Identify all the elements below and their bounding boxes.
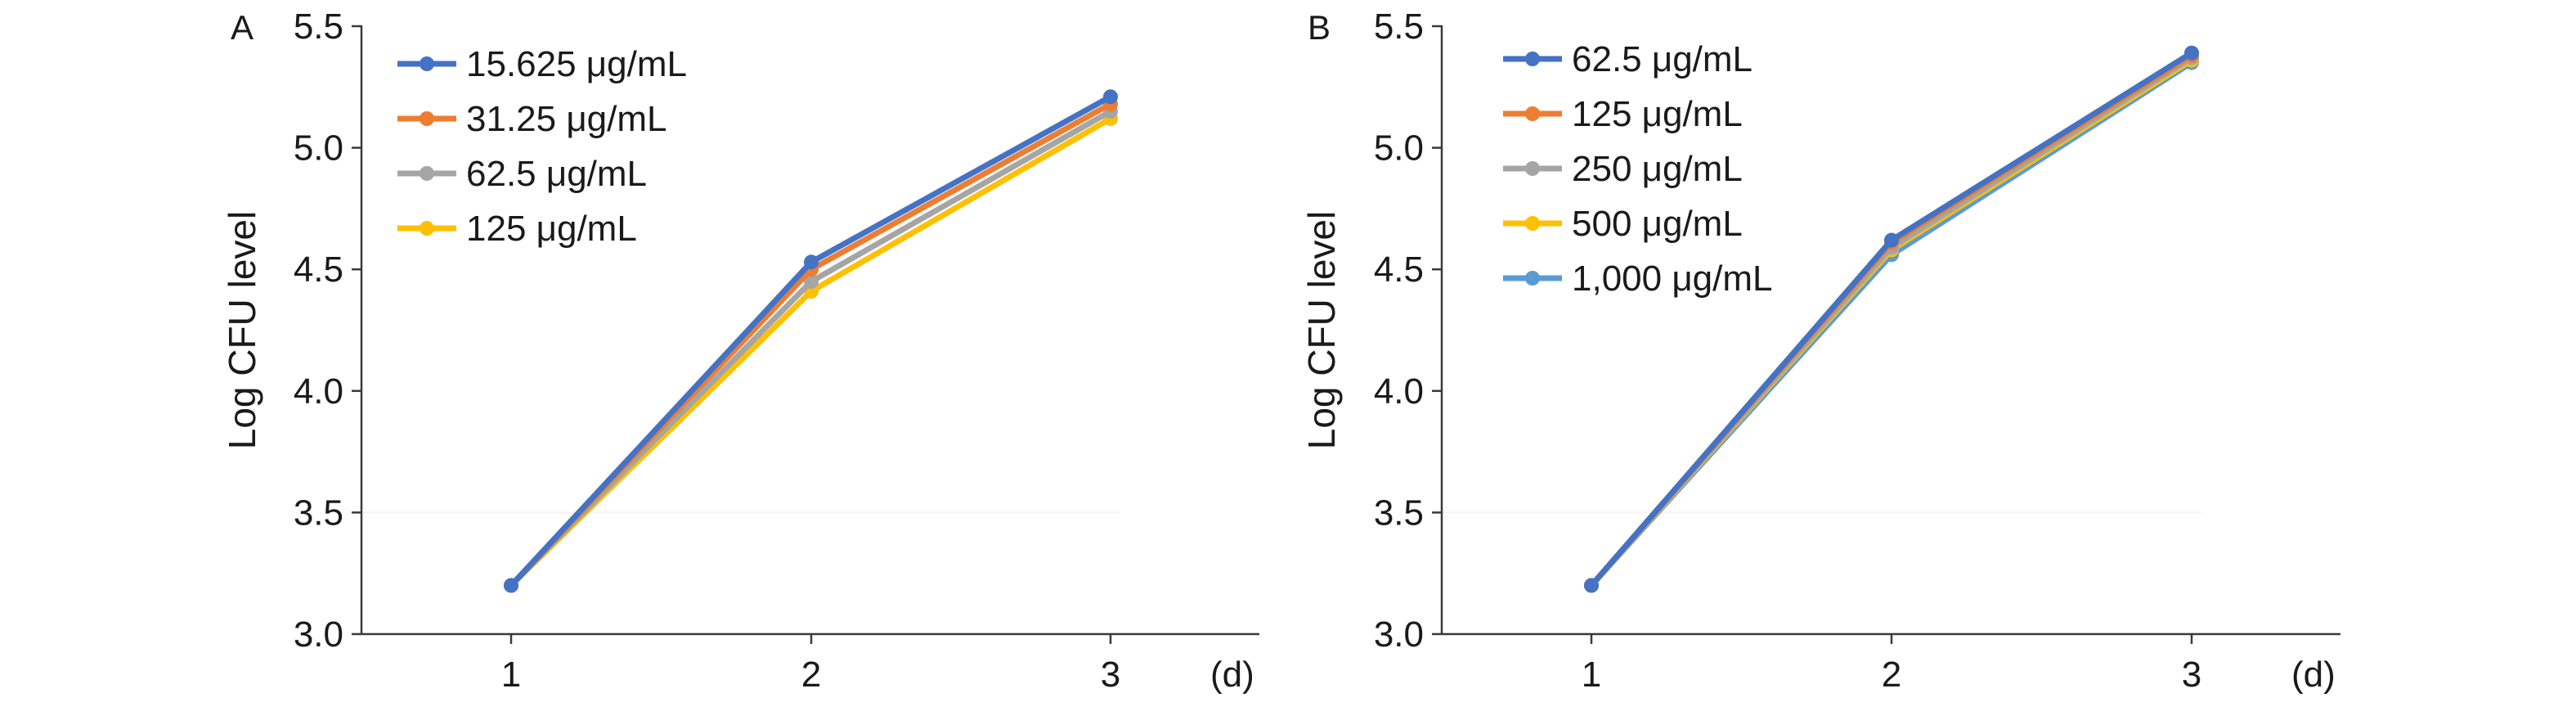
- y-tick-label: 5.0: [1374, 128, 1424, 169]
- data-point: [1103, 89, 1118, 105]
- legend-label: 62.5 μg/mL: [466, 154, 647, 194]
- x-axis-unit: (d): [2291, 655, 2336, 695]
- y-tick-label: 4.5: [1374, 250, 1424, 290]
- data-point: [804, 254, 819, 270]
- y-tick-label: 3.0: [294, 614, 343, 655]
- legend-entry: 62.5 μg/mL: [397, 154, 647, 194]
- data-point: [804, 274, 819, 290]
- x-tick-label: 3: [2182, 655, 2201, 695]
- legend-swatch-marker: [1525, 271, 1540, 286]
- legend-entry: 250 μg/mL: [1503, 149, 1743, 189]
- series-line: [1588, 57, 2195, 589]
- series-0: [504, 89, 1118, 593]
- y-tick-label: 3.0: [1374, 614, 1424, 655]
- y-tick-label: 4.0: [294, 371, 343, 412]
- panel-label: A: [231, 8, 254, 47]
- y-tick-label: 5.5: [1374, 7, 1424, 47]
- legend-label: 500 μg/mL: [1572, 204, 1743, 244]
- legend-label: 125 μg/mL: [1572, 94, 1743, 134]
- panel-label: B: [1308, 8, 1331, 47]
- legend-label: 1,000 μg/mL: [1572, 259, 1773, 299]
- y-tick-label: 5.5: [294, 7, 343, 47]
- data-point: [1584, 578, 1599, 593]
- legend-entry: 31.25 μg/mL: [397, 99, 667, 139]
- legend-swatch-marker: [420, 166, 434, 181]
- legend-entry: 15.625 μg/mL: [397, 44, 687, 84]
- series-line: [1588, 60, 2195, 589]
- legend-entry: 500 μg/mL: [1503, 204, 1743, 244]
- x-tick-label: 2: [1882, 655, 1901, 695]
- y-tick-label: 3.5: [294, 493, 343, 533]
- data-point: [1884, 232, 1899, 248]
- chart-panel-a: 3.0 3.5 4.0 4.5 5.0 5.5 1 2 3 (d) Log CFU level A 15…: [221, 7, 1259, 695]
- x-axis-unit: (d): [1210, 655, 1254, 695]
- y-tick-label: 5.0: [294, 128, 343, 169]
- legend-entry: 125 μg/mL: [1503, 94, 1743, 134]
- legend-entry: 1,000 μg/mL: [1503, 259, 1773, 299]
- legend-swatch-marker: [1525, 52, 1540, 66]
- legend-entry: 62.5 μg/mL: [1503, 39, 1752, 79]
- legend-swatch-marker: [1525, 216, 1540, 231]
- legend-label: 15.625 μg/mL: [466, 44, 687, 84]
- x-tick-label: 1: [501, 655, 521, 695]
- series-0: [1584, 45, 2199, 593]
- legend-entry: 125 μg/mL: [397, 209, 637, 249]
- x-tick-label: 3: [1101, 655, 1120, 695]
- legend-label: 125 μg/mL: [466, 209, 637, 249]
- legend-swatch-marker: [1525, 106, 1540, 121]
- legend-label: 31.25 μg/mL: [466, 99, 667, 139]
- y-tick-label: 4.5: [294, 250, 343, 290]
- legend-swatch-marker: [420, 56, 434, 71]
- legend-swatch-marker: [1525, 161, 1540, 176]
- x-tick-label: 2: [801, 655, 821, 695]
- y-tick-label: 3.5: [1374, 493, 1424, 533]
- legend-label: 62.5 μg/mL: [1572, 39, 1752, 79]
- data-point: [504, 578, 518, 593]
- legend-label: 250 μg/mL: [1572, 149, 1743, 189]
- y-axis-title: Log CFU level: [221, 211, 263, 449]
- legend-swatch-marker: [420, 221, 434, 236]
- series-line: [1588, 55, 2195, 589]
- x-tick-label: 1: [1582, 655, 1601, 695]
- data-point: [2184, 45, 2199, 61]
- y-tick-label: 4.0: [1374, 371, 1424, 412]
- legend-swatch-marker: [420, 111, 434, 126]
- chart-panel-b: 3.0 3.5 4.0 4.5 5.0 5.5 1 2 3 (d) Log CFU level B 62…: [1300, 7, 2340, 695]
- y-axis-title: Log CFU level: [1300, 211, 1343, 449]
- series-line: [1588, 52, 2195, 589]
